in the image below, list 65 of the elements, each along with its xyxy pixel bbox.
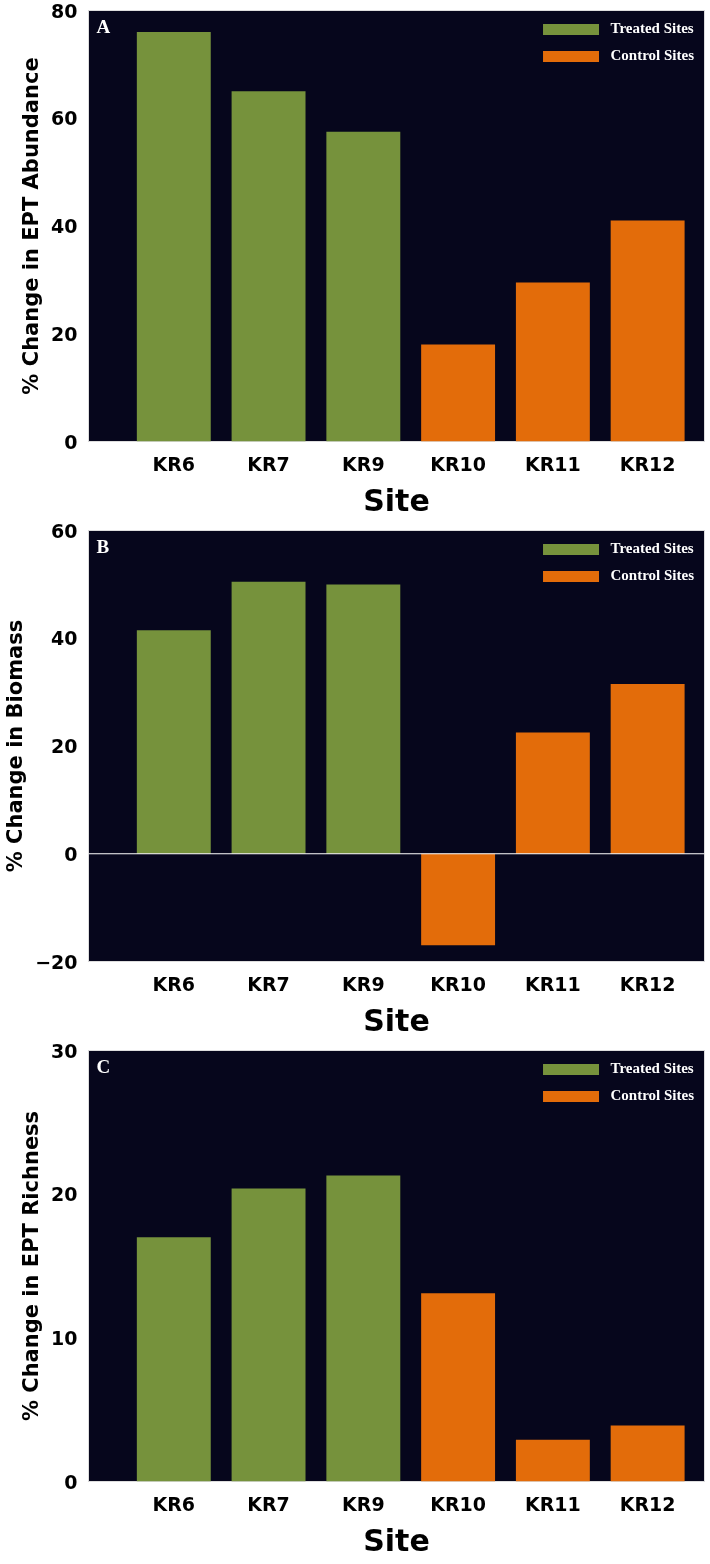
x-axis-title: Site — [363, 1522, 430, 1558]
x-tick-label: KR12 — [619, 1492, 676, 1515]
annotation: A — [96, 15, 111, 37]
legend-label: Control Sites — [610, 567, 694, 584]
legend-label: Control Sites — [610, 1087, 694, 1104]
bar — [231, 91, 306, 442]
y-tick-label: 0 — [64, 842, 78, 865]
x-tick-label: KR11 — [524, 972, 581, 995]
x-tick-label: KR10 — [430, 452, 486, 475]
bar — [515, 282, 590, 442]
bar — [515, 1439, 590, 1482]
x-axis-title: Site — [363, 1002, 430, 1038]
bar — [515, 732, 590, 854]
x-tick-label: KR6 — [152, 452, 196, 475]
x-tick-label: KR7 — [247, 1492, 290, 1515]
y-tick-label: 40 — [51, 215, 78, 237]
legend-label: Treated Sites — [610, 1060, 694, 1077]
x-tick-label: KR12 — [619, 452, 676, 475]
bar — [421, 853, 496, 946]
y-axis-title: % Change in EPT Richness — [19, 1110, 44, 1422]
bar — [421, 344, 496, 442]
x-tick-label: KR9 — [342, 1492, 385, 1515]
bar — [231, 581, 306, 854]
y-tick-label: 80 — [51, 0, 78, 22]
x-tick-label: KR11 — [524, 452, 581, 475]
y-tick-label: 0 — [64, 1470, 78, 1493]
x-tick-label: KR10 — [430, 972, 486, 995]
y-tick-label: −20 — [35, 950, 78, 973]
bar — [421, 1293, 496, 1482]
x-tick-label: KR10 — [430, 1492, 486, 1515]
annotation: C — [96, 1055, 111, 1077]
x-tick-label: KR9 — [342, 972, 385, 995]
legend-label: Treated Sites — [610, 540, 694, 557]
bar — [610, 684, 685, 854]
y-tick-label: 20 — [51, 735, 78, 757]
legend-label: Control Sites — [610, 47, 694, 64]
bar — [231, 1188, 306, 1482]
legend-label: Treated Sites — [610, 20, 694, 37]
x-tick-label: KR7 — [247, 452, 290, 475]
bar — [326, 131, 401, 442]
x-tick-label: KR6 — [152, 1492, 196, 1515]
y-tick-label: 60 — [51, 107, 78, 130]
y-axis-title: % Change in Biomass — [3, 619, 28, 873]
y-tick-label: 60 — [51, 519, 78, 542]
x-tick-label: KR6 — [152, 972, 196, 995]
bar — [326, 1175, 401, 1482]
y-tick-label: 10 — [51, 1326, 78, 1349]
bar — [610, 220, 685, 442]
x-axis-title: Site — [363, 482, 430, 518]
bar — [326, 584, 401, 854]
x-tick-label: KR11 — [524, 1492, 581, 1515]
y-tick-label: 30 — [51, 1039, 78, 1062]
x-tick-label: KR9 — [342, 452, 385, 475]
bar — [136, 32, 211, 442]
annotation: B — [96, 535, 110, 557]
y-tick-label: 40 — [51, 627, 78, 650]
x-tick-label: KR12 — [619, 972, 676, 995]
bar — [136, 630, 211, 854]
y-tick-label: 20 — [51, 322, 78, 345]
y-axis-title: % Change in EPT Abundance — [19, 57, 44, 395]
bar — [136, 1237, 211, 1482]
x-tick-label: KR7 — [247, 972, 290, 995]
y-tick-label: 20 — [51, 1183, 78, 1206]
bar — [610, 1425, 685, 1482]
y-tick-label: 0 — [64, 430, 78, 453]
